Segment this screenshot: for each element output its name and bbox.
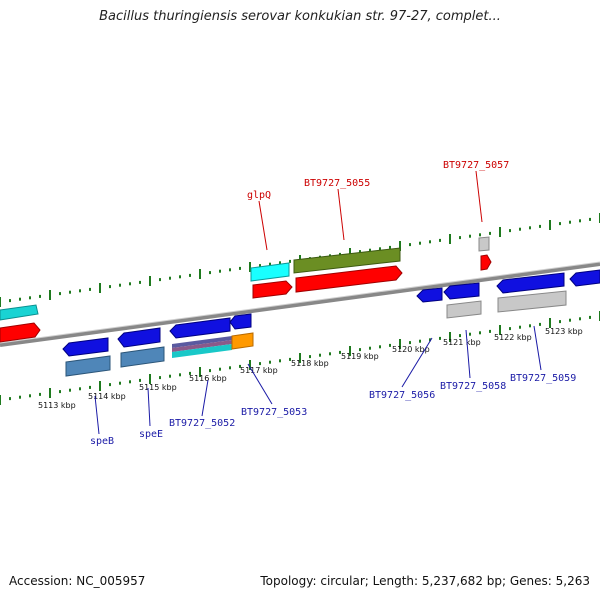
lower-scale-ticks [0, 311, 600, 405]
gene-label-bt9727-5058[interactable]: BT9727_5058 [440, 381, 506, 392]
kbp-label: 5116 kbp [189, 374, 227, 383]
map-title: Bacillus thuringiensis serovar konkukian… [99, 9, 501, 24]
topology-text: Topology: circular; Length: 5,237,682 bp… [260, 574, 590, 588]
gene-cyan-left[interactable] [0, 304, 39, 321]
kbp-label: 5117 kbp [240, 366, 278, 375]
gene-bt9727-5059-product[interactable] [497, 290, 567, 313]
upper-scale-ticks [0, 213, 600, 307]
kbp-label: 5115 kbp [139, 383, 177, 392]
gene-label-glpq[interactable]: glpQ [247, 190, 271, 201]
gene-bt9727-5055[interactable] [293, 247, 401, 274]
gene-bt9727-5057[interactable] [478, 236, 490, 252]
gene-spe-b-product[interactable] [65, 355, 111, 377]
kbp-label: 5113 kbp [38, 401, 76, 410]
cds-glpq[interactable] [252, 280, 293, 299]
gene-bt9727-5056[interactable] [416, 287, 443, 303]
reverse-labels: speB speE BT9727_5052 BT9727_5053 BT9727… [90, 325, 576, 447]
kbp-label: 5120 kbp [392, 345, 430, 354]
gene-label-bt9727-5053[interactable]: BT9727_5053 [241, 407, 307, 418]
gene-bt9727-5052[interactable] [169, 317, 231, 339]
kbp-label: 5121 kbp [443, 338, 481, 347]
gene-glpq[interactable] [250, 262, 290, 282]
gene-bt9727-5053-product[interactable] [231, 332, 254, 350]
gene-spe-b[interactable] [62, 337, 109, 357]
gene-label-bt9727-5059[interactable]: BT9727_5059 [510, 373, 576, 384]
cds-red-left[interactable] [0, 322, 41, 343]
gene-label-bt9727-5056[interactable]: BT9727_5056 [369, 390, 435, 401]
cds-bt9727-5055[interactable] [295, 265, 403, 293]
gene-bt9727-5053[interactable] [229, 313, 252, 330]
kbp-label: 5114 kbp [88, 392, 126, 401]
gene-label-bt9727-5055[interactable]: BT9727_5055 [304, 178, 370, 189]
kbp-label: 5123 kbp [545, 327, 583, 336]
sequence-backbone-highlight [0, 261, 600, 344]
kbp-label: 5118 kbp [291, 359, 329, 368]
gene-right-edge[interactable] [569, 269, 600, 287]
gene-bt9727-5058-product[interactable] [446, 300, 482, 319]
kbp-label: 5119 kbp [341, 352, 379, 361]
cds-bt9727-5057[interactable] [480, 254, 492, 271]
reverse-genes [62, 269, 600, 377]
gene-bt9727-5052-stack-2 [172, 340, 232, 352]
gene-label-speb[interactable]: speB [90, 436, 114, 447]
gene-label-spee[interactable]: speE [139, 429, 163, 440]
gene-spe-e[interactable] [117, 327, 161, 348]
forward-labels: glpQ BT9727_5055 BT9727_5057 [247, 160, 509, 251]
gene-label-bt9727-5057[interactable]: BT9727_5057 [443, 160, 509, 171]
kbp-label: 5122 kbp [494, 333, 532, 342]
accession-text: Accession: NC_005957 [9, 574, 146, 588]
gene-bt9727-5059[interactable] [496, 272, 565, 294]
gene-spe-e-product[interactable] [120, 346, 165, 368]
scale-labels: 5113 kbp 5114 kbp 5115 kbp 5116 kbp 5117… [38, 327, 583, 410]
gene-bt9727-5052-stack-1 [172, 336, 232, 348]
gene-label-bt9727-5052[interactable]: BT9727_5052 [169, 418, 235, 429]
gene-bt9727-5052-stack-3 [172, 344, 232, 358]
sequence-backbone [0, 262, 600, 347]
gene-bt9727-5058[interactable] [443, 282, 480, 300]
forward-genes [0, 236, 492, 343]
